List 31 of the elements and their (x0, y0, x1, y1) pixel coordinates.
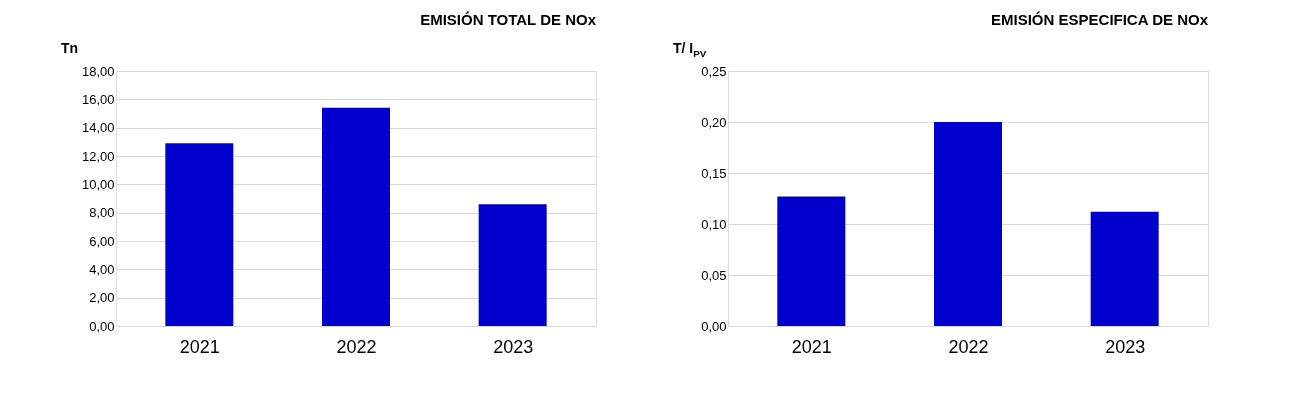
x-tick-label: 2023 (493, 336, 534, 357)
x-tick-label: 2022 (336, 336, 377, 357)
y-tick-label: 12,00 (81, 148, 115, 164)
x-tick-label: 2023 (1105, 336, 1146, 357)
bar (777, 196, 846, 326)
chart-title: EMISIÓN TOTAL DE NOx (420, 11, 597, 28)
bar (1090, 211, 1159, 326)
chart-title: EMISIÓN ESPECIFICA DE NOx (991, 11, 1209, 28)
y-tick-label: 2,00 (89, 290, 115, 306)
y-axis-title: Tn (61, 40, 79, 56)
y-tick-label: 6,00 (89, 233, 115, 249)
y-tick-label: 0,00 (89, 318, 115, 334)
bar (322, 107, 390, 326)
bar (165, 143, 234, 326)
x-tick-label: 2022 (948, 336, 989, 357)
bar (478, 204, 547, 326)
y-tick-label: 8,00 (89, 205, 115, 221)
bar (934, 122, 1002, 326)
x-tick-label: 2021 (791, 336, 832, 357)
y-tick-label: 18,00 (81, 63, 115, 79)
y-tick-label: 0,10 (701, 216, 727, 232)
y-tick-label: 0,15 (701, 165, 727, 181)
y-tick-label: 10,00 (81, 176, 115, 192)
x-tick-label: 2021 (179, 336, 220, 357)
y-tick-label: 0,05 (701, 267, 727, 283)
y-tick-label: 16,00 (81, 91, 115, 107)
y-tick-label: 14,00 (81, 120, 115, 136)
y-tick-label: 0,25 (701, 63, 727, 79)
y-tick-label: 0,00 (701, 318, 727, 334)
y-tick-label: 0,20 (701, 114, 727, 130)
y-tick-label: 4,00 (89, 261, 115, 277)
